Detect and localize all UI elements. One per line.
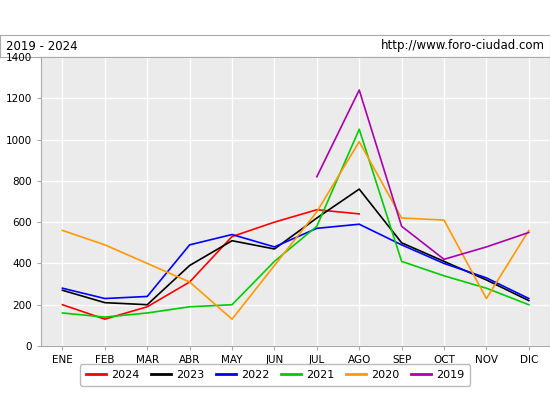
Legend: 2024, 2023, 2022, 2021, 2020, 2019: 2024, 2023, 2022, 2021, 2020, 2019 [80, 364, 470, 386]
Text: 2019 - 2024: 2019 - 2024 [6, 40, 77, 52]
Text: Evolucion Nº Turistas Nacionales en el municipio de Lumbier: Evolucion Nº Turistas Nacionales en el m… [53, 10, 497, 25]
Text: http://www.foro-ciudad.com: http://www.foro-ciudad.com [381, 40, 544, 52]
